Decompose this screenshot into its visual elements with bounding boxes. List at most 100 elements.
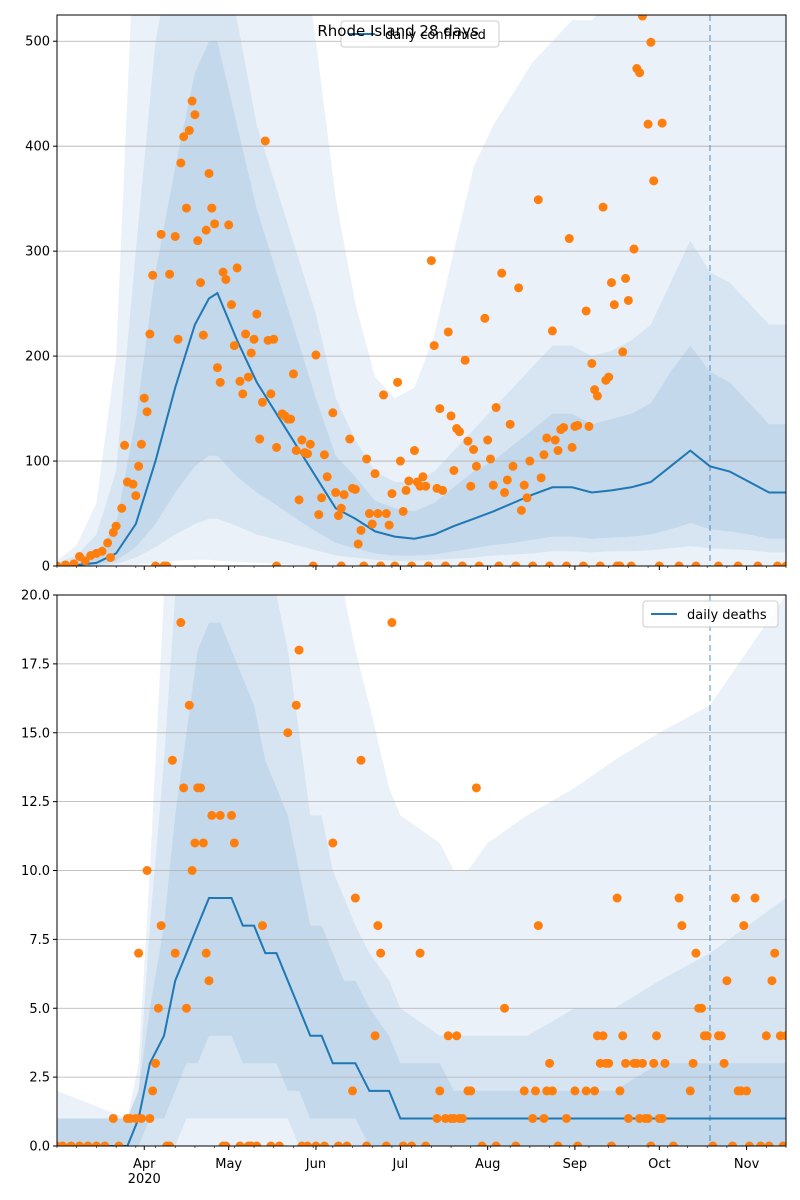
observed-point xyxy=(637,15,647,21)
observed-point xyxy=(674,893,684,903)
observed-point xyxy=(519,480,529,490)
observed-point xyxy=(511,561,521,566)
observed-point xyxy=(252,309,262,319)
observed-point xyxy=(252,1141,262,1146)
observed-point xyxy=(767,976,777,986)
y-tick-label: 20.0 xyxy=(21,589,50,604)
observed-point xyxy=(314,510,324,520)
observed-point xyxy=(165,1141,175,1146)
observed-point xyxy=(491,403,501,413)
observed-point xyxy=(443,1031,453,1041)
observed-point xyxy=(60,560,70,566)
observed-point xyxy=(303,1141,313,1146)
observed-point xyxy=(691,561,701,566)
observed-point xyxy=(117,503,127,513)
observed-point xyxy=(190,110,200,120)
observed-point xyxy=(722,976,732,986)
legend-label: daily confirmed xyxy=(385,28,486,43)
observed-point xyxy=(142,866,152,875)
observed-point xyxy=(590,1086,600,1096)
observed-point xyxy=(373,921,383,931)
observed-point xyxy=(246,348,256,358)
observed-point xyxy=(561,1113,571,1123)
observed-point xyxy=(266,389,276,399)
observed-point xyxy=(525,456,535,466)
observed-point xyxy=(778,1141,786,1146)
observed-point xyxy=(494,561,504,566)
observed-point xyxy=(204,168,214,178)
observed-point xyxy=(370,1031,380,1041)
observed-point xyxy=(446,411,456,421)
observed-point xyxy=(466,1086,476,1096)
y-tick-label: 7.5 xyxy=(29,933,50,948)
observed-point xyxy=(508,461,518,471)
observed-point xyxy=(350,484,360,494)
y-tick-label: 300 xyxy=(25,245,50,260)
observed-point xyxy=(643,1113,653,1123)
observed-point xyxy=(739,921,749,931)
observed-point xyxy=(283,728,293,738)
observed-point xyxy=(187,96,197,106)
observed-point xyxy=(136,439,146,449)
observed-point xyxy=(697,1003,707,1013)
observed-point xyxy=(401,485,411,495)
observed-point xyxy=(170,231,180,241)
observed-point xyxy=(471,461,481,471)
observed-point xyxy=(629,244,639,254)
observed-point xyxy=(376,561,386,566)
observed-point xyxy=(286,414,296,424)
legend: daily deaths xyxy=(642,600,779,628)
observed-point xyxy=(604,372,614,382)
observed-point xyxy=(404,476,414,486)
observed-point xyxy=(221,1141,231,1146)
observed-point xyxy=(750,893,760,903)
observed-point xyxy=(167,755,177,765)
observed-point xyxy=(184,700,194,710)
axes-frame xyxy=(56,14,787,567)
x-tick-year-label: 2020 xyxy=(128,1172,161,1187)
y-tick-label: 400 xyxy=(25,140,50,155)
observed-point xyxy=(142,407,152,417)
observed-point xyxy=(677,921,687,931)
uncertainty-band-inner xyxy=(57,622,786,1146)
observed-point xyxy=(105,553,115,563)
observed-point xyxy=(128,479,138,489)
observed-point xyxy=(435,404,445,414)
observed-point xyxy=(179,783,189,793)
observed-point xyxy=(528,1113,538,1123)
observed-point xyxy=(618,1031,628,1041)
observed-point xyxy=(97,546,107,556)
observed-point xyxy=(207,810,217,820)
observed-point xyxy=(204,976,214,986)
observed-point xyxy=(547,1086,557,1096)
observed-point xyxy=(587,358,597,368)
observed-point xyxy=(156,921,166,931)
observed-point xyxy=(615,1086,625,1096)
observed-point xyxy=(421,1141,431,1146)
observed-point xyxy=(249,334,259,344)
observed-point xyxy=(179,132,189,142)
observed-point xyxy=(266,1141,276,1146)
observed-point xyxy=(485,454,495,464)
x-tick-label: Jul xyxy=(392,1157,409,1172)
observed-point xyxy=(730,893,740,903)
observed-point xyxy=(227,810,237,820)
observed-point xyxy=(657,118,667,128)
observed-point xyxy=(457,1113,467,1123)
observed-point xyxy=(100,1141,110,1146)
observed-point xyxy=(362,1141,372,1146)
observed-point xyxy=(145,1113,155,1123)
observed-point xyxy=(533,921,543,931)
observed-point xyxy=(114,1141,124,1146)
observed-point xyxy=(151,1058,161,1068)
observed-point xyxy=(83,1141,93,1146)
observed-point xyxy=(708,1141,718,1146)
observed-point xyxy=(345,434,355,444)
y-tick-label: 500 xyxy=(25,35,50,50)
observed-point xyxy=(257,921,267,931)
observed-point xyxy=(210,219,220,229)
observed-point xyxy=(477,1141,487,1146)
observed-point xyxy=(454,427,464,437)
